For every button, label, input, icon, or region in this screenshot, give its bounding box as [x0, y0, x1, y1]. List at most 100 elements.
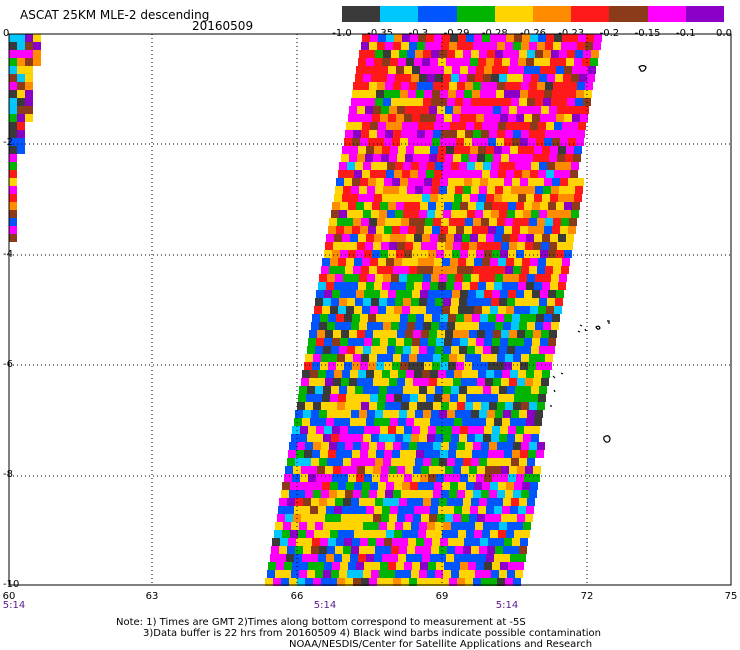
swath-cell: [489, 402, 497, 410]
swath-cell: [458, 482, 466, 490]
swath-cell: [348, 474, 356, 482]
swath-cell: [482, 258, 490, 266]
swath-cell: [486, 282, 494, 290]
swath-cell: [520, 314, 528, 322]
swath-cell: [556, 250, 564, 258]
swath-cell: [375, 546, 383, 554]
swath-cell: [313, 354, 321, 362]
swath-cell: [430, 234, 438, 242]
swath-cell: [396, 250, 404, 258]
swath-cell: [491, 74, 499, 82]
swath-cell: [295, 546, 303, 554]
swath-cell: [519, 410, 527, 418]
swath-cell: [346, 170, 354, 178]
swath-cell: [525, 154, 533, 162]
swath-cell: [494, 554, 502, 562]
swath-cell: [305, 490, 313, 498]
swath-cell: [561, 82, 569, 90]
swath-cell: [376, 362, 384, 370]
swath-cell: [399, 458, 407, 466]
swath-cell: [494, 506, 502, 514]
swath-cell: [538, 258, 546, 266]
swath-cell: [496, 138, 504, 146]
swath-cell: [481, 266, 489, 274]
swath-cell: [294, 506, 302, 514]
swath-cell: [361, 578, 369, 586]
swath-cell: [411, 522, 419, 530]
swath-cell: [509, 106, 517, 114]
swath-cell: [475, 162, 483, 170]
swath-cell: [316, 290, 324, 298]
swath-cell: [400, 90, 408, 98]
swath-cell: [480, 178, 488, 186]
swath-cell: [448, 450, 456, 458]
swath-cell: [475, 434, 483, 442]
swath-cell: [387, 210, 395, 218]
swath-cell: [330, 306, 338, 314]
swath-cell: [367, 410, 375, 418]
swath-cell: [521, 354, 529, 362]
swath-cell: [436, 426, 444, 434]
swath-cell: [577, 130, 585, 138]
swath-cell: [502, 418, 510, 426]
swath-cell: [488, 362, 496, 370]
swath-cell: [464, 362, 472, 370]
swath-cell: [575, 50, 583, 58]
swath-cell: [381, 106, 389, 114]
swath-cell: [9, 106, 17, 114]
swath-cell: [549, 154, 557, 162]
swath-cell: [397, 242, 405, 250]
swath-cell: [333, 514, 341, 522]
swath-cell: [387, 386, 395, 394]
swath-cell: [370, 482, 378, 490]
swath-cell: [510, 418, 518, 426]
swath-cell: [370, 306, 378, 314]
swath-cell: [409, 42, 417, 50]
swath-cell: [394, 482, 402, 490]
swath-cell: [334, 282, 342, 290]
swath-cell: [534, 58, 542, 66]
swath-cell: [351, 546, 359, 554]
swath-cell: [460, 562, 468, 570]
swath-cell: [531, 298, 539, 306]
swath-cell: [560, 226, 568, 234]
swath-cell: [536, 450, 544, 458]
swath-cell: [287, 498, 295, 506]
swath-cell: [281, 578, 289, 586]
swath-cell: [337, 402, 345, 410]
swath-cell: [338, 306, 346, 314]
swath-cell: [333, 330, 341, 338]
swath-cell: [518, 194, 526, 202]
swath-cell: [462, 234, 470, 242]
swath-cell: [466, 258, 474, 266]
swath-cell: [409, 130, 417, 138]
swath-cell: [556, 202, 564, 210]
swath-cell: [406, 370, 414, 378]
swath-cell: [537, 402, 545, 410]
swath-cell: [290, 530, 298, 538]
swath-cell: [440, 178, 448, 186]
swath-cell: [521, 82, 529, 90]
swath-cell: [510, 506, 518, 514]
swath-cell: [321, 442, 329, 450]
swath-cell: [315, 570, 323, 578]
swath-cell: [478, 146, 486, 154]
swath-cell: [33, 58, 41, 66]
swath-cell: [561, 130, 569, 138]
swath-cell: [369, 578, 377, 586]
swath-cell: [287, 458, 295, 466]
swath-cell: [351, 98, 359, 106]
swath-cell: [490, 122, 498, 130]
swath-cell: [334, 194, 342, 202]
swath-cell: [17, 138, 25, 146]
swath-cell: [537, 218, 545, 226]
swath-cell: [521, 266, 529, 274]
swath-cell: [308, 474, 316, 482]
swath-cell: [425, 82, 433, 90]
swath-cell: [513, 130, 521, 138]
swath-cell: [494, 58, 502, 66]
swath-cell: [450, 34, 458, 42]
swath-cell: [397, 514, 405, 522]
swath-cell: [416, 226, 424, 234]
colorbar-swatch: [494, 6, 534, 22]
